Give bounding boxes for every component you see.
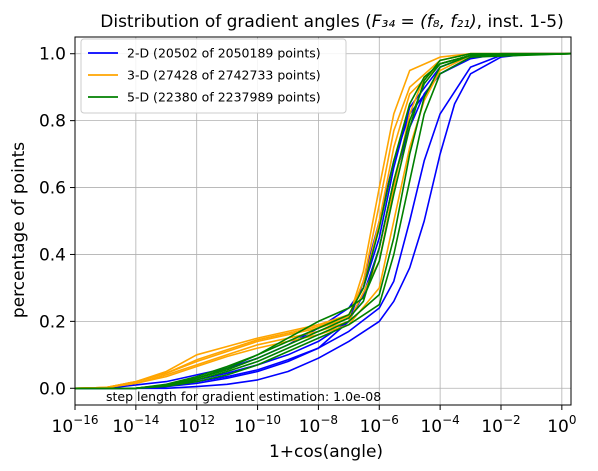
x-tick-label: 10−16	[52, 413, 99, 437]
series-line-1-instance-3	[75, 52, 571, 390]
legend-entry-label: 5-D (22380 of 2237989 points)	[127, 90, 321, 105]
x-tick-base: 10	[112, 417, 134, 437]
legend: 2-D (20502 of 2050189 points) 3-D (27428 …	[80, 38, 347, 114]
x-tick-label: 1012	[178, 413, 215, 437]
x-tick-base: 10	[420, 417, 442, 437]
y-tick-label: 0.0	[39, 379, 66, 399]
x-tick-label: 10−6	[360, 413, 399, 437]
x-tick-exponent: −16	[73, 413, 98, 427]
x-tick-base: 10	[178, 417, 200, 437]
x-tick-exponent: 12	[200, 413, 215, 427]
chart-title-math: F₃₄ = (f₈, f₂₁)	[372, 12, 477, 32]
x-tick-exponent: −2	[503, 413, 521, 427]
chart-title-suffix: , inst. 1-5)	[477, 12, 564, 32]
x-tick-exponent: −10	[256, 413, 281, 427]
x-tick-base: 10	[360, 417, 382, 437]
x-tick-base: 10	[299, 417, 321, 437]
x-tick-exponent: 0	[569, 413, 577, 427]
y-tick-label: 0.6	[39, 179, 66, 199]
series-lines	[74, 52, 572, 390]
x-tick-label: 10−10	[234, 413, 281, 437]
x-tick-base: 10	[234, 417, 256, 437]
x-tick-label: 10−4	[420, 413, 459, 437]
series-line-3-instance-2	[75, 52, 572, 390]
legend-entry-label: 2-D (20502 of 2050189 points)	[127, 46, 321, 61]
x-tick-label: 10−2	[481, 413, 520, 437]
series-line-3-instance-5	[75, 52, 572, 390]
plot-frame	[74, 36, 572, 406]
y-tick-label: 0.2	[39, 312, 66, 332]
x-tick-label: 10−8	[299, 413, 338, 437]
x-tick-exponent: −8	[320, 413, 338, 427]
x-tick-label: 100	[547, 413, 576, 437]
y-tick-label: 0.8	[39, 112, 66, 132]
y-tick-label: 1.0	[39, 45, 66, 65]
x-axis: 10−16 10−14 1012 10−10 10−8 10−6 10−4 10−2 100	[52, 405, 576, 437]
y-axis: 0.0 0.2 0.4 0.6 0.8 1.0	[39, 45, 75, 399]
legend-box	[80, 38, 347, 114]
series-line-2-instance-5	[74, 52, 571, 390]
legend-entry-label: 3-D (27428 of 2742733 points)	[127, 68, 321, 83]
x-tick-exponent: −4	[442, 413, 460, 427]
x-tick-exponent: −6	[381, 413, 399, 427]
x-axis-label: 1+cos(angle)	[269, 442, 383, 462]
series-line-3-instance-4	[75, 52, 572, 390]
chart-title-prefix: Distribution of gradient angles (	[100, 12, 371, 32]
y-tick-label: 0.4	[39, 245, 66, 265]
x-tick-base: 10	[52, 417, 74, 437]
y-axis-label: percentage of points	[9, 142, 29, 318]
chart-title: Distribution of gradient angles (F₃₄ = (…	[100, 12, 563, 32]
series-line-3-instance-3	[75, 52, 572, 390]
x-tick-label: 10−14	[112, 413, 159, 437]
x-tick-base: 10	[481, 417, 503, 437]
x-tick-base: 10	[547, 417, 569, 437]
x-tick-exponent: −14	[134, 413, 159, 427]
step-length-annotation: step length for gradient estimation: 1.0…	[106, 389, 381, 404]
